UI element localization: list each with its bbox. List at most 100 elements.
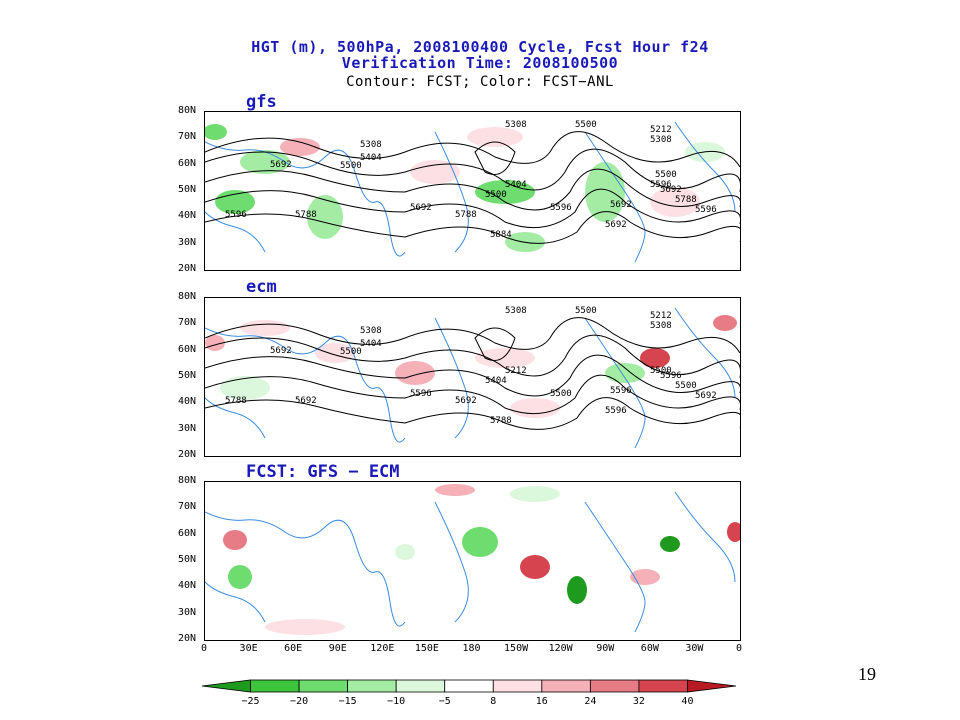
contour-label: 5692 <box>270 160 292 170</box>
anomaly-shading-diff <box>223 484 740 635</box>
lon-label: 150E <box>414 643 439 654</box>
colorbar-segment <box>492 679 543 693</box>
contour-label: 5500 <box>675 381 697 391</box>
contour-label: 5788 <box>225 396 247 406</box>
contour-label: 5788 <box>455 210 477 220</box>
lon-label: 30W <box>685 643 704 654</box>
lon-label: 0 <box>200 643 208 654</box>
map-svg-diff <box>205 484 740 635</box>
lon-label: 60E <box>284 643 303 654</box>
colorbar-segment <box>250 679 300 693</box>
contour-label: 5308 <box>505 306 527 316</box>
lat-label: 20N <box>177 449 196 460</box>
lat-label: 80N <box>177 291 196 302</box>
colorbar-segment <box>444 679 494 693</box>
map-panel-diff <box>204 481 741 641</box>
lat-label: 70N <box>177 317 196 329</box>
contour-label: 5404 <box>485 376 507 386</box>
contour-label: 5500 <box>485 190 507 200</box>
colorbar-segment <box>687 679 737 693</box>
coastlines-gfs <box>205 121 736 263</box>
contour-label: 5692 <box>610 200 632 210</box>
contour-label: 5404 <box>360 339 382 349</box>
contour-label: 5596 <box>660 371 682 381</box>
contour-label: 5596 <box>605 406 627 416</box>
lat-label: 20N <box>177 633 196 644</box>
lon-label: 0 <box>735 643 743 654</box>
lon-label: 90E <box>328 643 347 654</box>
lat-label: 40N <box>177 210 196 222</box>
colorbar-tick-label: 32 <box>633 696 645 707</box>
contour-label: 5596 <box>225 210 247 220</box>
contour-label: 5212 <box>650 311 672 321</box>
contour-label: 5692 <box>455 396 477 406</box>
lon-label: 90W <box>596 643 615 654</box>
lat-label: 40N <box>177 580 196 592</box>
page-number: 19 <box>858 664 876 684</box>
contour-label: 5308 <box>360 326 382 336</box>
lon-label: 30E <box>239 643 258 654</box>
contour-label: 5212 <box>505 366 527 376</box>
contour-label: 5596 <box>610 386 632 396</box>
contour-label: 5308 <box>505 120 527 130</box>
lon-label: 120W <box>548 643 573 654</box>
title-line-3: Contour: FCST; Color: FCST−ANL <box>346 74 614 90</box>
contour-label: 5788 <box>295 210 317 220</box>
contour-label: 5308 <box>650 135 672 145</box>
contour-label: 5692 <box>660 185 682 195</box>
colorbar-tick-label: 40 <box>681 696 693 707</box>
contour-label: 5596 <box>410 389 432 399</box>
colorbar-segment <box>638 679 688 693</box>
contour-label: 5308 <box>650 321 672 331</box>
contour-label: 5500 <box>575 120 597 130</box>
colorbar-tick-label: 8 <box>490 696 496 707</box>
colorbar-tick-label: 24 <box>584 696 596 707</box>
lon-label: 60W <box>640 643 659 654</box>
lat-label: 50N <box>177 184 196 195</box>
coastlines-diff <box>205 491 736 633</box>
contour-label: 5500 <box>575 306 597 316</box>
contour-labels-gfs: 5308 5500 52125308530854045500569254045500… <box>225 120 717 240</box>
lon-label: 150W <box>504 643 529 654</box>
title-line-1: HGT (m), 500hPa, 2008100400 Cycle, Fcst … <box>251 38 709 56</box>
anomaly-shading-ecm <box>205 315 737 418</box>
contour-label: 5500 <box>650 366 672 376</box>
contours-gfs <box>205 131 740 244</box>
lat-label: 60N <box>177 527 196 539</box>
lat-label: 70N <box>177 501 196 513</box>
colorbar-segment <box>589 679 640 693</box>
contour-label: 5692 <box>410 203 432 213</box>
contours-ecm <box>205 317 740 430</box>
colorbar-tick-label: −25 <box>242 696 260 707</box>
coastlines-ecm <box>205 307 736 449</box>
colorbar-tick-label: −15 <box>339 696 357 707</box>
panel-label-gfs: gfs <box>246 92 277 112</box>
colorbar-tick-label: −20 <box>290 696 308 707</box>
lat-label: 50N <box>177 554 196 565</box>
panel-label-ecm: ecm <box>246 277 277 297</box>
colorbar-tick-label: −10 <box>387 696 405 707</box>
contour-label: 5404 <box>505 180 527 190</box>
contour-label: 5212 <box>650 125 672 135</box>
contour-label: 5596 <box>550 203 572 213</box>
contour-label: 5500 <box>340 161 362 171</box>
map-panel-gfs: 5308 5500 5212 5308 5308 5404 5500 5692 5404 5500… <box>204 111 741 271</box>
contour-label: 5692 <box>605 220 627 230</box>
colorbar-tick-label: −5 <box>439 696 451 707</box>
contour-label: 5692 <box>695 391 717 401</box>
map-panel-ecm: 5308 5500 5212 5308 5308 5404 5500 5692 5212 5404… <box>204 297 741 457</box>
colorbar-segment <box>347 679 397 693</box>
lat-label: 80N <box>177 475 196 486</box>
contour-label: 5788 <box>490 416 512 426</box>
lon-label: 180 <box>462 643 481 654</box>
contour-label: 5500 <box>550 389 572 399</box>
lat-label: 30N <box>177 236 196 248</box>
lat-label: 20N <box>177 263 196 274</box>
lat-label: 30N <box>177 422 196 434</box>
colorbar-segment <box>541 679 591 693</box>
contour-labels-ecm: 5308 5500 52125308530854045500569252125404… <box>225 306 717 426</box>
contour-label: 5500 <box>340 347 362 357</box>
map-svg-ecm: 5308 5500 52125308530854045500569252125404… <box>205 306 740 449</box>
lat-label: 50N <box>177 370 196 381</box>
colorbar-segment <box>298 679 349 693</box>
